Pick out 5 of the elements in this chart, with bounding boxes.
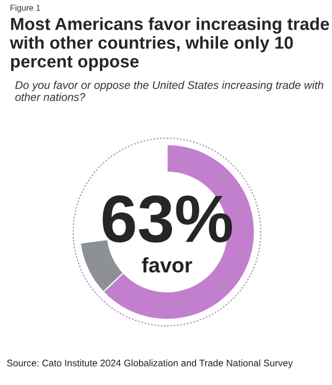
chart-title: Most Americans favor increasing trade with other countries, while only 10 percent oppose <box>10 17 330 71</box>
slice-label: favor <box>142 257 192 273</box>
caption: Figure 1 <box>10 4 40 12</box>
source-note: Source: Cato Institute 2024 Globalization and Trade National Survey <box>7 359 293 368</box>
chart-subtitle: Do you favor or oppose the United States increasing trade with other nations? <box>15 80 324 101</box>
